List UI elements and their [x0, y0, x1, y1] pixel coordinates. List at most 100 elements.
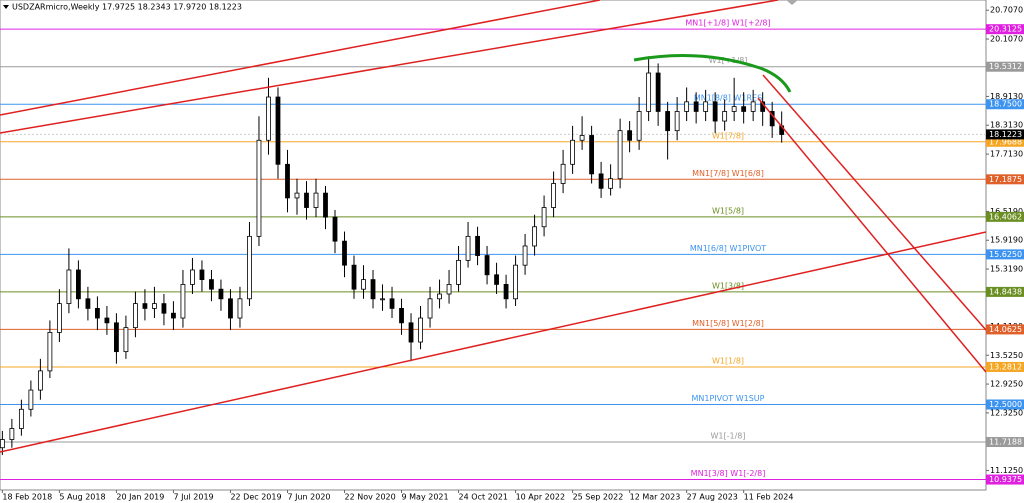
level-price-label: 12.5000 — [989, 400, 1022, 409]
candle-body — [418, 317, 423, 343]
candle-body — [47, 332, 53, 372]
level-price-box — [986, 136, 1024, 147]
candle-body — [665, 111, 671, 132]
candle-body — [37, 370, 43, 391]
candle-body — [351, 264, 357, 290]
candle-body — [655, 72, 661, 112]
y-tick-label: 12.3250 — [990, 408, 1023, 417]
x-tick-label: 12 Mar 2023 — [630, 493, 681, 502]
candle-body — [608, 178, 614, 189]
candle-body — [636, 111, 642, 141]
candle-body — [294, 192, 300, 199]
level-price-box — [986, 24, 1024, 35]
candle-body — [18, 408, 24, 429]
menu-triangle — [3, 5, 9, 9]
level-price-label: 16.4062 — [989, 212, 1022, 221]
candle-body — [247, 235, 252, 300]
x-tick-label: 22 Dec 2019 — [230, 493, 281, 502]
y-tick-label: 18.9130 — [990, 92, 1023, 101]
level-price-label: 20.3125 — [989, 25, 1022, 34]
y-tick-label: 11.1250 — [990, 466, 1023, 475]
candle-body — [323, 192, 328, 218]
x-tick-label: 11 Feb 2024 — [744, 493, 794, 502]
level-price-box — [986, 211, 1024, 222]
y-tick-label: 20.1070 — [990, 35, 1023, 44]
candle-body — [332, 216, 338, 242]
candle-body — [0, 439, 5, 449]
candle-body — [218, 288, 224, 300]
level-price-box — [986, 324, 1024, 335]
candle-body — [190, 269, 195, 285]
x-tick-label: 25 Sep 2022 — [573, 493, 624, 502]
candle-body — [266, 96, 271, 141]
x-tick-label: 7 Jul 2019 — [173, 493, 213, 502]
y-tick-label: 12.9250 — [990, 380, 1023, 389]
candle-body — [551, 183, 556, 208]
level-label: MN1[6/8] W1PIVOT — [690, 244, 766, 253]
y-tick-label: 16.5190 — [990, 207, 1023, 216]
candle-body — [674, 111, 680, 132]
candle-body — [56, 303, 62, 333]
candle-body — [9, 428, 15, 440]
candle-body — [361, 279, 366, 290]
candle-body — [104, 317, 110, 324]
level-price-label: 17.9688 — [989, 137, 1022, 146]
level-label: W1[7/8] — [712, 131, 744, 140]
candle-body — [503, 283, 509, 300]
level-price-label: 14.0625 — [989, 325, 1022, 334]
candle-body — [66, 269, 72, 305]
level-label: MN1PIVOT W1SUP — [692, 394, 765, 403]
candle-body — [152, 303, 157, 309]
level-label: MN1[3/8] W1[-2/8] — [691, 469, 766, 478]
x-tick-label: 5 Aug 2018 — [59, 493, 105, 502]
candle-body — [342, 240, 347, 266]
y-tick-label: 17.7130 — [990, 150, 1023, 159]
candle-body — [228, 298, 233, 319]
chart-title: USDZARmicro,Weekly 17.9725 18.2343 17.97… — [12, 3, 242, 12]
candle-body — [522, 245, 528, 266]
last-price-label: 18.1223 — [989, 130, 1022, 139]
level-price-box — [986, 99, 1024, 110]
candles — [0, 56, 785, 455]
level-price-box — [986, 249, 1024, 260]
level-price-label: 11.7188 — [989, 438, 1022, 447]
plot-frame — [0, 0, 987, 491]
candle-body — [142, 303, 148, 309]
level-price-box — [986, 286, 1024, 297]
x-tick-label: 27 Aug 2023 — [687, 493, 738, 502]
candle-body — [570, 139, 575, 165]
candle-body — [389, 298, 395, 309]
candle-body — [617, 130, 623, 180]
trendline — [757, 97, 987, 373]
candle-body — [285, 163, 290, 199]
level-price-box — [986, 474, 1024, 485]
candle-body — [750, 101, 756, 112]
candle-body — [722, 111, 728, 122]
candle-body — [399, 308, 404, 324]
candle-body — [237, 298, 243, 319]
x-tick-label: 22 Nov 2020 — [345, 493, 396, 502]
candle-body — [180, 283, 186, 319]
candle-body — [465, 235, 471, 261]
candle-body — [532, 226, 537, 247]
trendline — [0, 0, 779, 134]
candle-body — [256, 139, 262, 237]
candle-body — [209, 279, 214, 290]
level-label: W1[3/8] — [712, 281, 744, 290]
level-label: W1[5/8] — [712, 206, 744, 215]
candle-body — [693, 101, 699, 112]
level-price-box — [986, 61, 1024, 72]
candle-body — [731, 106, 737, 112]
candle-body — [437, 293, 442, 300]
level-label: MN1[5/8] W1[2/8] — [692, 319, 764, 328]
candle-body — [741, 106, 747, 112]
candle-body — [380, 298, 385, 301]
candle-body — [712, 101, 718, 122]
candle-body — [475, 235, 480, 256]
candle-body — [560, 163, 566, 184]
y-tick-label: 15.3190 — [990, 265, 1023, 274]
level-price-box — [986, 361, 1024, 372]
candle-body — [85, 298, 91, 309]
trendline — [0, 0, 601, 116]
